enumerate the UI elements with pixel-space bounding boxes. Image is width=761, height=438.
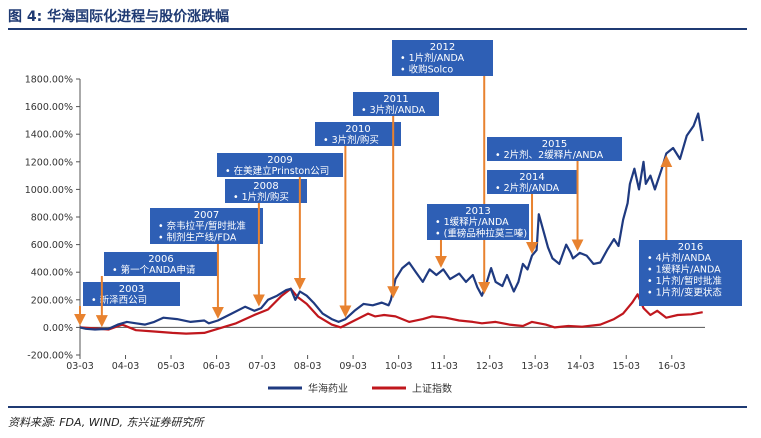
- annotation-item: • 2片剂、2缓释片/ANDA: [495, 149, 604, 161]
- x-tick-label: 03-03: [66, 361, 94, 372]
- annotation-box: [225, 179, 307, 203]
- annotation-box: [427, 204, 529, 240]
- annotation-box: [487, 170, 577, 194]
- annotation-item: • 收购Solco: [400, 64, 453, 76]
- series-line-huahai: [79, 112, 704, 331]
- footer-rule: [8, 406, 747, 408]
- y-tick-label: 1200.00%: [25, 157, 73, 168]
- annotation-item: • 第一个ANDA申请: [112, 264, 196, 276]
- annotation-year: 2006: [148, 254, 173, 265]
- x-tick-label: 14-03: [567, 361, 595, 372]
- y-tick-label: 1600.00%: [25, 102, 73, 113]
- y-tick-label: 800.00%: [31, 213, 73, 224]
- y-tick-label: 1400.00%: [25, 130, 73, 141]
- x-tick-label: 12-03: [476, 361, 504, 372]
- source-note: 资料来源: FDA, WIND, 东兴证券研究所: [8, 416, 204, 429]
- y-tick-label: 1800.00%: [25, 75, 73, 86]
- x-tick-label: 08-03: [294, 361, 322, 372]
- annotation-year: 2012: [430, 42, 455, 53]
- x-tick-label: 13-03: [521, 361, 549, 372]
- x-tick-label: 10-03: [385, 361, 413, 372]
- y-tick-label: -200.00%: [27, 351, 73, 362]
- annotation-box: [83, 282, 180, 306]
- annotation-item: • 1缓释片/ANDA: [647, 264, 721, 276]
- annotation-year: 2008: [253, 181, 278, 192]
- annotation-item: • 新泽西公司: [91, 294, 147, 306]
- annotation-year: 2014: [519, 172, 544, 183]
- annotation-item: • 3片剂/ANDA: [361, 104, 426, 116]
- annotation-year: 2013: [465, 206, 490, 217]
- x-tick-label: 15-03: [612, 361, 640, 372]
- annotation-year: 2015: [542, 139, 567, 150]
- title-rule: [8, 28, 747, 30]
- annotation-item: • 1缓释片/ANDA: [435, 216, 509, 228]
- x-tick-label: 07-03: [248, 361, 276, 372]
- annotation-year: 2007: [194, 210, 219, 221]
- figure-title: 图 4: 华海国际化进程与股价涨跌幅: [8, 9, 230, 25]
- annotation-box: [639, 240, 742, 306]
- y-tick-label: 600.00%: [31, 240, 73, 251]
- annotation-item: • 在美建立Prinston公司: [225, 165, 329, 177]
- x-tick-label: 04-03: [112, 361, 140, 372]
- x-tick-label: 09-03: [339, 361, 367, 372]
- series-line-index: [79, 287, 703, 335]
- annotation-item: • 3片剂/购买: [323, 134, 379, 146]
- annotation-box: [104, 252, 218, 276]
- y-tick-label: 0.00%: [43, 323, 73, 334]
- annotation-item: • 1片剂/变更状态: [647, 287, 722, 299]
- annotation-item: • 1片剂/暂时批准: [647, 275, 722, 287]
- x-tick-label: 06-03: [203, 361, 231, 372]
- x-tick-label: 11-03: [430, 361, 458, 372]
- legend-label-huahai: 华海药业: [308, 382, 348, 395]
- annotation-item: • (重磅品种拉莫三嗪): [435, 228, 527, 240]
- annotation-item: • 制剂生产线/FDA: [158, 232, 237, 244]
- annotation-item: • 2片剂/ANDA: [495, 182, 560, 194]
- annotation-year: 2003: [119, 284, 144, 295]
- annotation-box: [315, 122, 401, 146]
- annotation-box: [217, 153, 343, 177]
- annotation-year: 2016: [678, 242, 703, 253]
- annotation-year: 2009: [267, 155, 292, 166]
- y-tick-label: 400.00%: [31, 268, 73, 279]
- y-tick-label: 200.00%: [31, 295, 73, 306]
- annotation-box: [150, 208, 263, 244]
- x-tick-label: 05-03: [157, 361, 185, 372]
- annotation-item: • 1片剂/ANDA: [400, 52, 465, 64]
- annotation-item: • 奈韦拉平/暂时批准: [158, 220, 246, 232]
- annotation-year: 2011: [383, 94, 408, 105]
- annotation-year: 2010: [345, 124, 370, 135]
- annotation-item: • 4片剂/ANDA: [647, 252, 712, 264]
- annotation-box: [487, 137, 622, 161]
- x-tick-label: 16-03: [658, 361, 686, 372]
- annotation-item: • 1片剂/购买: [233, 191, 289, 203]
- annotation-box: [353, 92, 439, 116]
- legend-label-index: 上证指数: [412, 382, 452, 395]
- annotation-box: [392, 40, 493, 76]
- y-tick-label: 1000.00%: [25, 185, 73, 196]
